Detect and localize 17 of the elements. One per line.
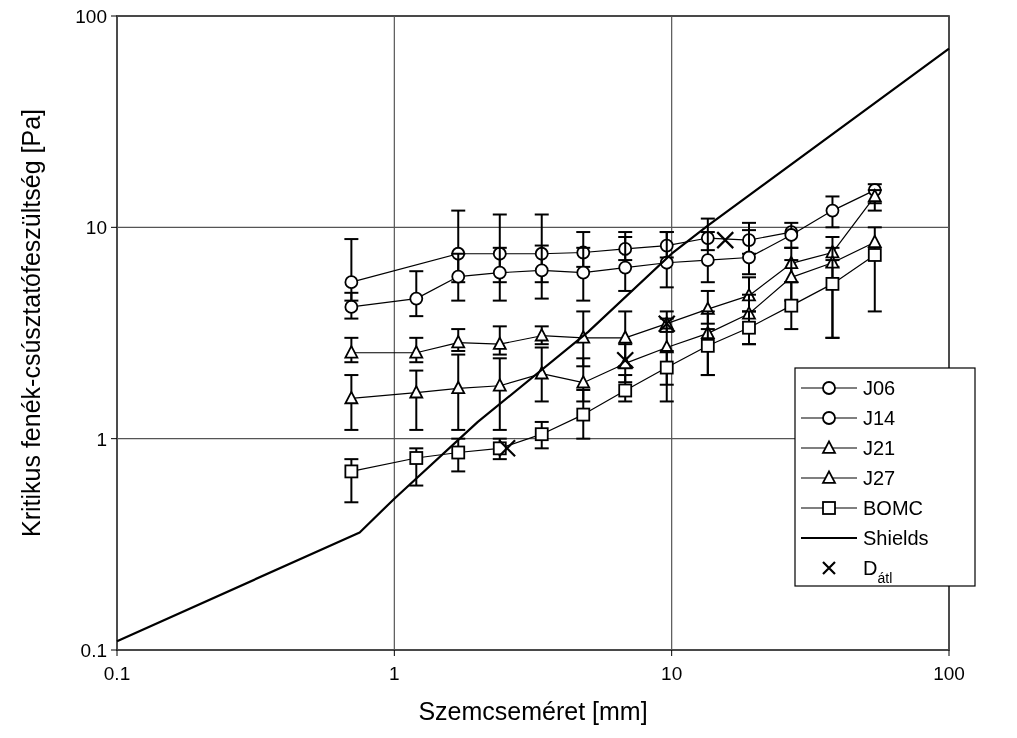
y-axis-title: Kritikus fenék-csúsztatófeszültség [Pa]: [17, 109, 45, 537]
y-tick-label: 0.1: [80, 640, 107, 661]
legend-label: J27: [863, 467, 896, 489]
y-tick-label: 1: [96, 428, 107, 450]
legend-label: Shields: [863, 527, 929, 549]
y-tick-label: 100: [75, 6, 107, 27]
legend-label: J06: [863, 377, 896, 399]
legend-label: J21: [863, 437, 896, 459]
legend-label: D$_{átl}$: [863, 557, 893, 586]
x-axis-title: Szemcseméret [mm]: [418, 697, 648, 725]
legend-label: J14: [863, 407, 896, 429]
x-tick-label: 10: [661, 663, 683, 684]
legend-label: BOMC: [863, 497, 923, 519]
x-tick-label: 100: [933, 663, 965, 684]
x-tick-label: 1: [389, 663, 400, 684]
x-tick-label: 0.1: [103, 663, 131, 684]
y-tick-label: 10: [85, 217, 107, 239]
